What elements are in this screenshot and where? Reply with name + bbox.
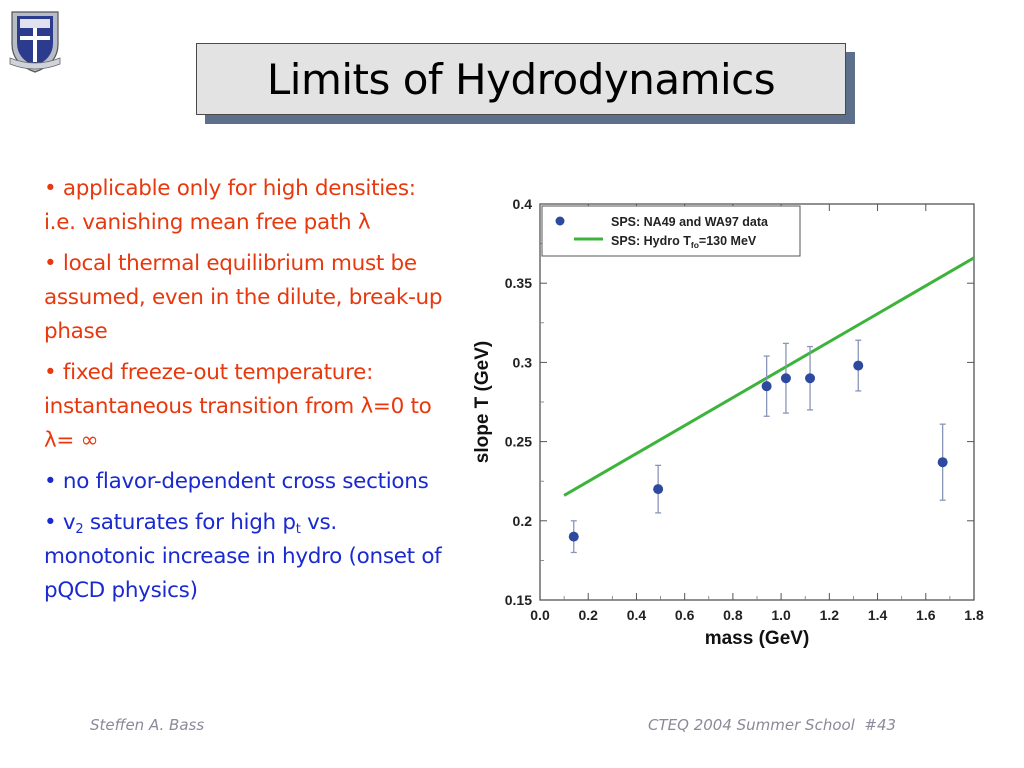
bullet-v2-saturation: • v2 saturates for high pt vs. monotonic… bbox=[44, 506, 444, 608]
x-tick-label: 0.2 bbox=[578, 607, 598, 623]
footer-author: Steffen A. Bass bbox=[90, 716, 205, 734]
title-box: Limits of Hydrodynamics bbox=[196, 43, 846, 115]
slope-vs-mass-chart: 0.0 0.2 0.4 0.6 0.8 1.0 1.2 1.4 1.6 1.8 0.15 0.2 0.… bbox=[472, 196, 984, 649]
bullet-thermal-equilibrium: • local thermal equilibrium must be assu… bbox=[44, 251, 443, 344]
x-tick-label: 1.6 bbox=[916, 607, 936, 623]
hydro-line bbox=[563, 256, 975, 497]
bullet-v2-part2: saturates for high p bbox=[83, 510, 296, 535]
data-point bbox=[780, 373, 791, 384]
y-tick-label: 0.25 bbox=[505, 434, 532, 450]
legend-data-label: SPS: NA49 and WA97 data bbox=[611, 215, 769, 229]
x-tick-label: 1.4 bbox=[868, 607, 888, 623]
data-point bbox=[937, 457, 948, 468]
bullet-v2-sub1: 2 bbox=[75, 522, 84, 537]
page-title: Limits of Hydrodynamics bbox=[266, 54, 776, 104]
footer-slide-number: CTEQ 2004 Summer School #43 bbox=[648, 716, 897, 734]
university-crest-icon bbox=[9, 11, 61, 73]
y-axis-label: slope T (GeV) bbox=[472, 341, 493, 463]
data-point bbox=[653, 484, 664, 495]
legend-hydro-label-sub: fo bbox=[691, 240, 699, 250]
plot-frame bbox=[539, 203, 975, 601]
y-tick-label: 0.4 bbox=[513, 196, 533, 212]
x-tick-label: 0.8 bbox=[723, 607, 743, 623]
x-tick-label: 1.8 bbox=[964, 607, 984, 623]
bullet-freeze-out: • fixed freeze-out temperature: instanta… bbox=[44, 360, 432, 453]
x-tick-label: 0.6 bbox=[675, 607, 695, 623]
x-axis-label: mass (GeV) bbox=[705, 628, 810, 649]
legend-box bbox=[541, 205, 801, 257]
bullet-list: • applicable only for high densities: i.… bbox=[44, 172, 444, 615]
legend-hydro-label: SPS: Hydro Tfo=130 MeV bbox=[611, 234, 757, 250]
x-tick-label: 0.4 bbox=[627, 607, 647, 623]
legend-hydro-label-p1: SPS: Hydro T bbox=[611, 234, 691, 248]
bullet-v2-sub2: t bbox=[295, 522, 301, 537]
x-tick-label: 1.0 bbox=[771, 607, 791, 623]
legend: SPS: NA49 and WA97 data SPS: Hydro Tfo=1… bbox=[541, 205, 801, 257]
bullet-cross-sections: • no flavor-dependent cross sections bbox=[44, 469, 429, 494]
y-tick-label: 0.15 bbox=[505, 592, 532, 608]
data-point bbox=[805, 373, 816, 384]
data-point bbox=[853, 360, 864, 371]
bullet-v2-part1: • v bbox=[44, 510, 76, 535]
bullet-hydro-densities: • applicable only for high densities: i.… bbox=[44, 176, 416, 235]
y-tick-label: 0.3 bbox=[513, 354, 533, 370]
legend-data-marker bbox=[555, 216, 565, 226]
y-tick-label: 0.35 bbox=[505, 275, 532, 291]
data-point bbox=[761, 381, 772, 392]
x-tick-label: 0.0 bbox=[530, 607, 550, 623]
data-point bbox=[568, 531, 579, 542]
y-tick-label: 0.2 bbox=[513, 513, 533, 529]
legend-hydro-label-p2: =130 MeV bbox=[699, 234, 757, 248]
bullet-v2-part3: vs. monotonic increase in hydro (onset o… bbox=[44, 510, 442, 603]
x-tick-label: 1.2 bbox=[820, 607, 840, 623]
